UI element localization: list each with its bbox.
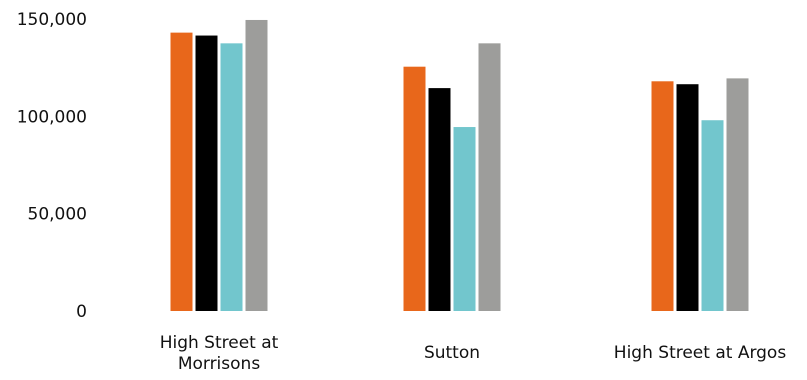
y-axis: 0 50,000 100,000 150,000 bbox=[17, 10, 87, 322]
bar bbox=[701, 120, 724, 311]
category-label: Morrisons bbox=[178, 354, 261, 374]
bar bbox=[195, 35, 218, 312]
category-label: High Street at bbox=[160, 333, 279, 353]
bar bbox=[428, 88, 451, 312]
y-tick-label: 0 bbox=[76, 302, 87, 322]
bar bbox=[478, 43, 501, 311]
bar bbox=[726, 78, 749, 311]
bar bbox=[651, 81, 674, 311]
bar bbox=[676, 84, 699, 311]
bar bbox=[453, 127, 476, 311]
y-tick-label: 50,000 bbox=[28, 205, 87, 225]
bars bbox=[170, 19, 749, 312]
bar bbox=[170, 32, 193, 311]
category-label: High Street at Argos bbox=[614, 343, 787, 363]
bar bbox=[245, 19, 268, 312]
y-tick-label: 100,000 bbox=[17, 107, 87, 127]
bar bbox=[403, 66, 426, 312]
bar bbox=[220, 43, 243, 311]
y-tick-label: 150,000 bbox=[17, 10, 87, 30]
category-label: Sutton bbox=[424, 343, 480, 363]
